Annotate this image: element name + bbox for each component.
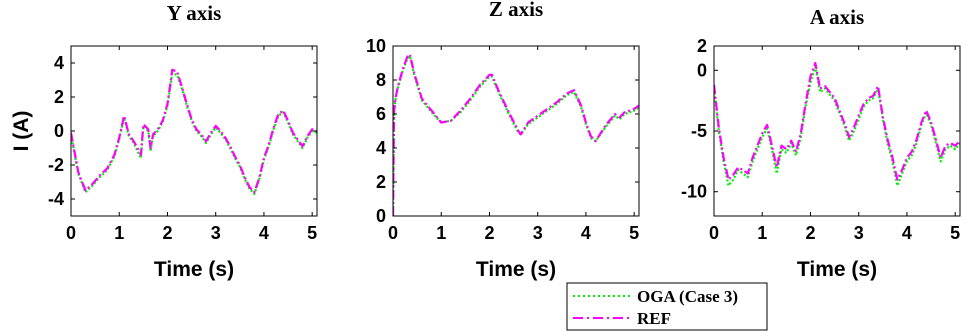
y-tick-label: -10 — [681, 182, 707, 202]
y-tick-label: -5 — [691, 121, 707, 141]
x-tick-label: 1 — [436, 223, 446, 243]
x-tick-label: 0 — [709, 223, 719, 243]
plot-area — [71, 46, 317, 216]
chart-panel-1: 0 1 2 3 4 5 -4 -2 0 2 4 Y axis Time (s) I (A) — [10, 1, 318, 281]
legend-label-ref: REF — [637, 309, 671, 328]
y-tick-label: 0 — [697, 60, 707, 80]
x-tick-label: 4 — [902, 223, 912, 243]
legend-box — [566, 282, 768, 331]
x-tick-label: 5 — [950, 223, 960, 243]
y-tick-label: 6 — [376, 104, 386, 124]
y-tick-label: 10 — [366, 36, 386, 56]
series-line-ref — [714, 61, 960, 181]
chart-legend: OGA (Case 3) REF — [566, 282, 768, 331]
x-tick-label: 2 — [162, 223, 172, 243]
y-tick-label: 2 — [54, 87, 64, 107]
panel-title: Y axis — [167, 1, 222, 25]
chart-panel-2: 0 1 2 3 4 5 0 2 4 6 8 10 Z axis Time (s) — [366, 0, 640, 281]
x-tick-label: 3 — [854, 223, 864, 243]
x-tick-label: 5 — [629, 223, 639, 243]
x-tick-label: 2 — [484, 223, 494, 243]
x-tick-label: 1 — [114, 223, 124, 243]
x-tick-label: 5 — [307, 223, 317, 243]
y-tick-label: 4 — [376, 138, 386, 158]
y-tick-label: -4 — [48, 189, 64, 209]
legend-label-oga: OGA (Case 3) — [637, 287, 738, 306]
x-axis-label: Time (s) — [476, 258, 556, 281]
series-line-ref — [71, 68, 317, 194]
y-tick-label: 0 — [54, 121, 64, 141]
x-tick-label: 1 — [757, 223, 767, 243]
x-tick-label: 0 — [388, 223, 398, 243]
x-tick-label: 4 — [259, 223, 269, 243]
series-group — [714, 61, 960, 187]
x-axis-label: Time (s) — [154, 258, 234, 281]
series-group — [393, 53, 639, 216]
series-line-ref — [393, 53, 639, 216]
chart-panel-3: 0 1 2 3 4 5 -10 -5 0 2 A axis Time (s) — [681, 5, 961, 281]
plot-area — [714, 46, 960, 216]
x-tick-label: 2 — [805, 223, 815, 243]
y-tick-label: 2 — [697, 36, 707, 56]
plot-area — [393, 46, 639, 216]
y-axis-label: I (A) — [10, 111, 33, 152]
series-group — [71, 68, 317, 195]
y-tick-label: 2 — [376, 172, 386, 192]
x-tick-label: 3 — [211, 223, 221, 243]
x-tick-label: 0 — [66, 223, 76, 243]
panel-title: A axis — [810, 5, 864, 29]
x-tick-label: 3 — [533, 223, 543, 243]
y-tick-label: 8 — [376, 70, 386, 90]
y-tick-label: 0 — [376, 206, 386, 226]
panel-title: Z axis — [489, 0, 543, 21]
y-tick-label: -2 — [48, 155, 64, 175]
plot-frame — [392, 45, 640, 217]
x-axis-label: Time (s) — [797, 258, 877, 281]
chart-panels: 0 1 2 3 4 5 -4 -2 0 2 4 Y axis Time (s) I (A) 0 1 2 3 4 5 0 2… — [10, 0, 961, 281]
x-tick-label: 4 — [581, 223, 591, 243]
y-tick-label: 4 — [54, 53, 64, 73]
